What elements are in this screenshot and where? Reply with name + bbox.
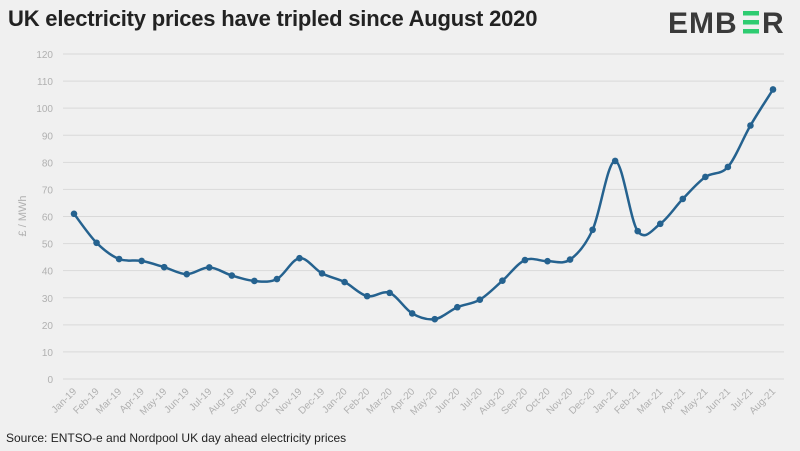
x-tick-label: Oct-20 [524,386,553,415]
data-point [408,310,416,317]
logo-e-bars [743,11,759,34]
x-tick-label: Jul-21 [729,386,756,413]
x-tick-label: Jun-20 [433,386,463,416]
data-point [454,303,461,311]
data-point [341,278,348,286]
y-axis-label: £ / MWh [17,196,29,237]
data-point [273,275,281,283]
y-tick-label: 80 [42,158,54,169]
ember-logo: EMB R [668,7,784,37]
data-point [93,239,100,247]
x-tick-label: Aug-21 [748,386,779,417]
data-point [205,264,213,271]
x-tick-label: Dec-20 [567,386,598,417]
x-tick-label: Jul-20 [458,386,485,413]
data-point [499,277,506,284]
x-tick-label: Apr-20 [388,386,417,415]
data-point [724,163,732,171]
x-tick-label: Mar-21 [635,386,665,416]
y-tick-label: 30 [42,294,54,305]
x-tick-label: Jan-19 [50,386,80,416]
svg-text:EMB: EMB [668,7,738,37]
y-tick-label: 120 [36,50,53,61]
x-tick-label: Nov-20 [545,386,576,417]
data-point [296,254,303,262]
x-tick-label: Feb-20 [342,386,372,416]
data-point [544,257,551,265]
data-point [747,122,754,129]
data-point [769,86,777,93]
data-point [634,227,642,235]
x-tick-label: Jun-19 [162,386,192,416]
data-point [702,173,709,181]
x-tick-label: Aug-20 [477,386,508,417]
data-point [115,255,123,263]
data-point [589,226,596,234]
x-tick-label: Jan-21 [591,386,621,416]
x-tick-label: Apr-19 [118,386,147,415]
x-tick-label: Aug-19 [206,386,237,417]
data-point [611,157,619,165]
x-tick-label: Sep-20 [500,386,531,417]
data-point [363,292,371,300]
x-tick-label: Oct-19 [253,386,282,415]
y-tick-label: 110 [37,77,53,88]
x-tick-label: Feb-19 [71,386,101,416]
data-point [679,195,687,203]
data-point [318,270,326,277]
y-tick-label: 20 [42,321,54,332]
data-point [251,277,258,285]
data-point [228,272,236,279]
data-point [566,256,574,263]
y-tick-label: 100 [36,104,53,115]
data-point [656,220,664,228]
data-point [431,315,439,323]
x-tick-label: May-19 [138,386,170,418]
data-point [160,263,168,271]
y-tick-label: 40 [42,267,54,278]
series-line [73,88,775,321]
data-point [138,257,145,265]
y-tick-label: 60 [42,213,54,224]
y-tick-label: 70 [42,185,54,196]
source-note: Source: ENTSO-e and Nordpool UK day ahea… [6,431,347,445]
data-point [521,256,529,264]
x-tick-label: Jun-21 [704,386,734,416]
x-tick-label: Sep-19 [229,386,260,417]
data-point [386,289,393,297]
data-point [70,210,78,218]
x-tick-label: Jan-20 [320,386,350,416]
x-tick-label: Mar-20 [365,386,395,416]
x-tick-label: Feb-21 [613,386,643,416]
x-tick-label: Dec-19 [297,386,328,417]
x-tick-label: Apr-21 [659,386,688,415]
x-tick-label: Nov-19 [274,386,305,417]
chart-title: UK electricity prices have tripled since… [8,6,538,31]
y-tick-label: 50 [42,240,54,251]
y-tick-label: 0 [47,375,53,386]
data-point [476,296,484,303]
x-tick-label: May-20 [409,386,441,418]
x-tick-label: Mar-19 [94,386,124,416]
data-point [183,270,191,278]
x-tick-label: Jul-19 [187,386,214,413]
x-tick-label: May-21 [679,386,711,418]
svg-text:R: R [762,7,784,37]
y-tick-label: 10 [42,348,54,359]
y-tick-label: 90 [42,131,54,142]
